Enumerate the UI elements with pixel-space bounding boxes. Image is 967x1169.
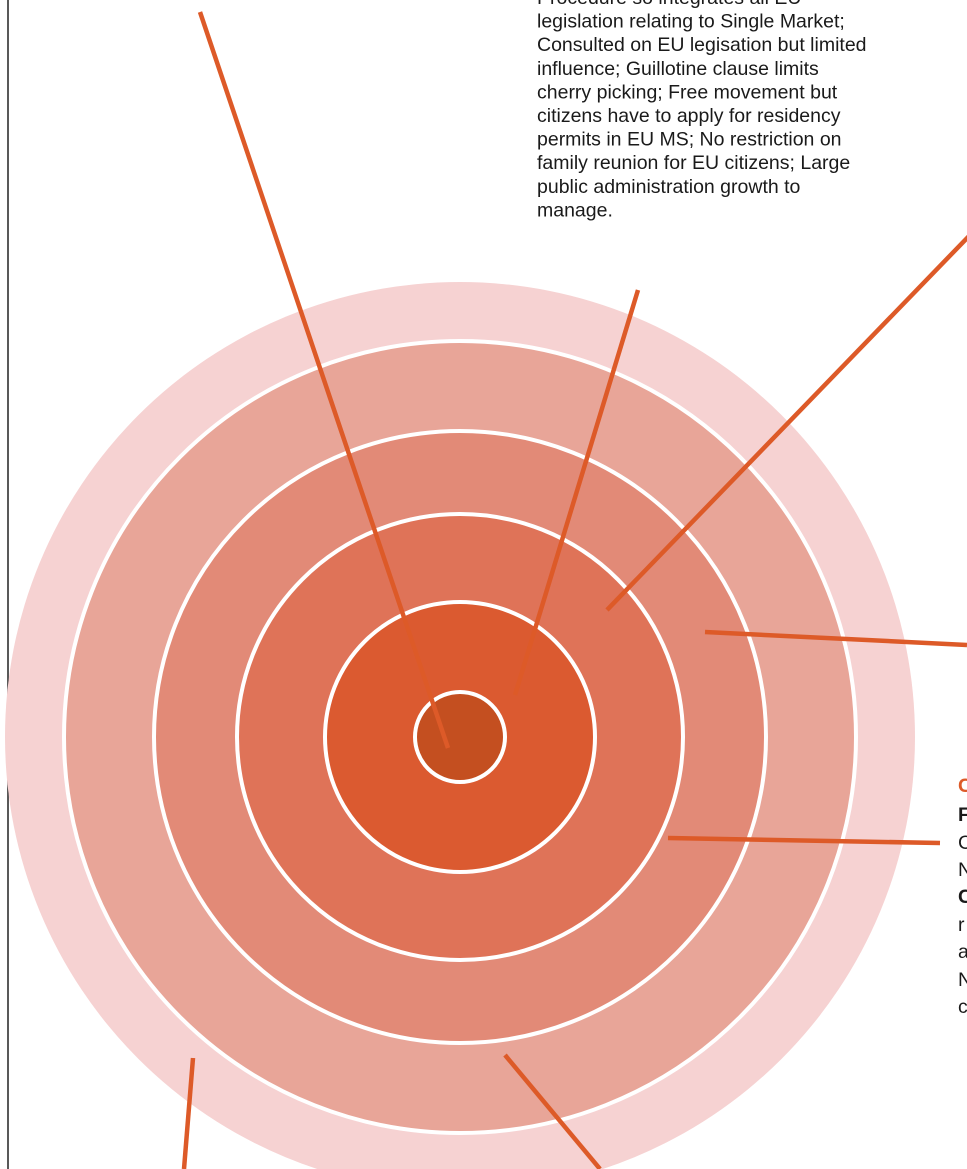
ring bbox=[413, 690, 507, 784]
connector bbox=[605, 234, 967, 612]
text-line: public administration growth to bbox=[537, 176, 801, 198]
text-line: C bbox=[958, 886, 967, 908]
text-line: cherry picking; Free movement but bbox=[537, 81, 838, 103]
text-line: permits in EU MS; No restriction on bbox=[537, 129, 842, 151]
text-line: C bbox=[958, 775, 967, 797]
text-line: N bbox=[958, 969, 967, 991]
text-line: Consulted on EU legisation but limited bbox=[537, 34, 867, 56]
text-line: legislation relating to Single Market; bbox=[537, 11, 845, 33]
text-line: citizens have to apply for residency bbox=[537, 105, 841, 127]
text-line: c bbox=[958, 996, 967, 1018]
text-line: family reunion for EU citizens; Large bbox=[537, 152, 850, 174]
connector bbox=[197, 11, 451, 749]
connector bbox=[667, 835, 941, 846]
text-line: N bbox=[958, 859, 967, 881]
text-line: a bbox=[958, 941, 967, 963]
text-line: F bbox=[958, 804, 967, 826]
connectors bbox=[181, 11, 967, 1169]
text-line: Procedure so integrates all EU bbox=[537, 0, 801, 9]
top-text: Procedure so integrates all EU legislatio… bbox=[537, 0, 867, 221]
connector bbox=[704, 629, 967, 648]
connector bbox=[181, 1057, 196, 1169]
text-line: r bbox=[958, 914, 965, 936]
connector bbox=[503, 1053, 602, 1169]
target bbox=[5, 282, 915, 1169]
text-line: influence; Guillotine clause limits bbox=[537, 58, 819, 80]
text-line: manage. bbox=[537, 199, 613, 221]
text-line: C bbox=[958, 832, 967, 854]
connector bbox=[512, 289, 641, 696]
